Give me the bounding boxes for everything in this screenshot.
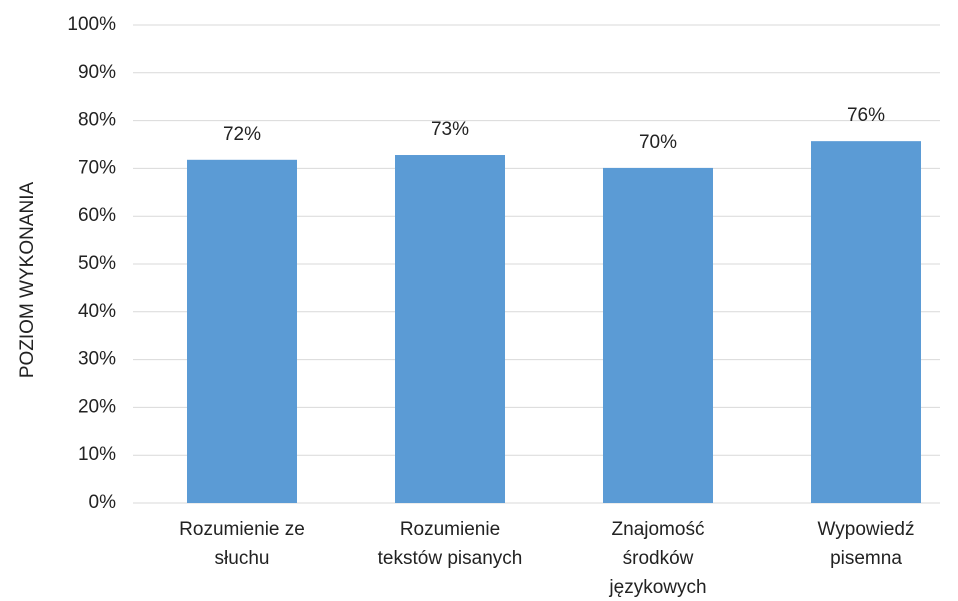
y-tick-label: 30%: [78, 349, 116, 370]
x-tick-label: Rozumienie: [400, 519, 500, 540]
y-tick-label: 10%: [78, 444, 116, 465]
x-tick-label: językowych: [608, 577, 706, 598]
bar: [395, 155, 505, 504]
y-axis-title: POZIOM WYKONANIA: [17, 182, 38, 379]
y-tick-label: 60%: [78, 205, 116, 226]
y-tick-label: 40%: [78, 301, 116, 322]
x-tick-label: Wypowiedź: [818, 519, 915, 540]
data-label: 72%: [223, 124, 261, 145]
y-tick-label: 90%: [78, 62, 116, 83]
y-tick-label: 50%: [78, 253, 116, 274]
y-tick-label: 100%: [67, 14, 116, 35]
x-tick-label: pisemna: [830, 548, 902, 569]
bar: [811, 141, 921, 504]
x-tick-label: słuchu: [215, 548, 270, 569]
x-tick-label: środków: [623, 548, 694, 569]
data-label: 70%: [639, 132, 677, 153]
data-label: 76%: [847, 105, 885, 126]
y-tick-label: 0%: [89, 492, 117, 513]
x-tick-label: Znajomość: [612, 519, 705, 540]
x-tick-label: tekstów pisanych: [378, 548, 523, 569]
bar: [603, 167, 713, 503]
y-tick-label: 20%: [78, 396, 116, 417]
y-tick-label: 80%: [78, 110, 116, 131]
bar: [187, 159, 297, 503]
y-tick-label: 70%: [78, 157, 116, 178]
data-label: 73%: [431, 119, 469, 140]
x-tick-label: Rozumienie ze: [179, 519, 305, 540]
